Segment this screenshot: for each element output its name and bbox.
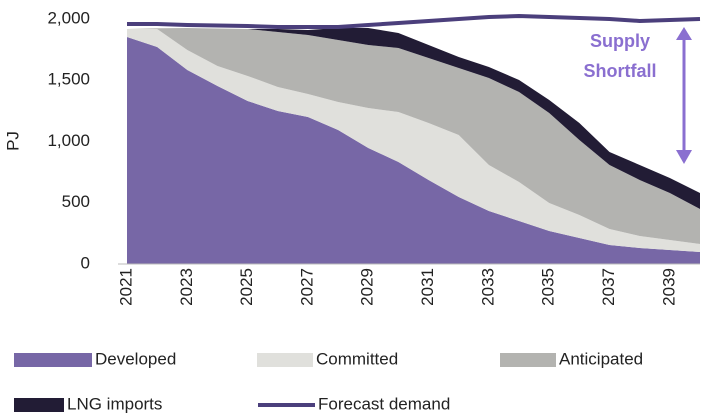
x-tick-label: 2029 [358,268,377,306]
annotation: Shortfall [583,61,656,81]
area [127,27,700,245]
legend-swatch [257,353,313,367]
y-tick-label: 2,000 [47,8,90,27]
line [127,14,701,29]
x-tick-label: 2037 [599,268,618,306]
x-tick-label: 2027 [297,268,316,306]
y-tick-label: 1,500 [47,70,90,89]
x-tick-label: 2025 [237,268,256,306]
legend-label: LNG imports [67,394,162,413]
x-tick-label: 2035 [539,268,558,306]
legend-swatch [14,353,92,367]
x-tick-label: 2023 [177,268,196,306]
legend-label: Anticipated [559,349,643,368]
legend-swatch [14,398,64,412]
y-axis-label: PJ [3,131,22,151]
y-tick-label: 1,000 [47,131,90,150]
arrow-head [676,150,692,164]
y-tick-label: 0 [81,253,90,272]
x-tick-label: 2031 [418,268,437,306]
x-tick-label: 2039 [659,268,678,306]
x-tick-label: 2021 [116,268,135,306]
legend-label: Forecast demand [318,394,450,413]
area [127,37,700,264]
arrow-head [676,27,692,40]
area [127,29,700,252]
legend-label: Developed [95,349,176,368]
x-tick-label: 2033 [478,268,497,306]
y-tick-label: 500 [62,192,90,211]
legend-label: Committed [316,349,398,368]
legend-swatch [500,353,556,367]
annotation: Supply [590,31,650,51]
